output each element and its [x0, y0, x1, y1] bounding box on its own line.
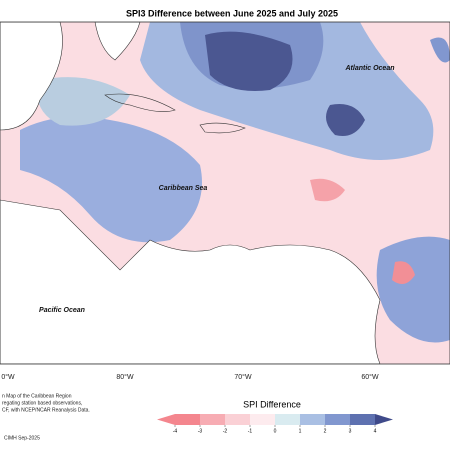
legend-swatch [300, 414, 325, 425]
legend-tick-label: 3 [349, 428, 352, 434]
anomaly-blob [310, 178, 345, 202]
legend-swatch [200, 414, 225, 425]
credit: CIMH Sep-2025 [4, 435, 40, 441]
legend-swatch [350, 414, 375, 425]
longitude-label: 80°W [116, 373, 134, 381]
ocean-label: Caribbean Sea [159, 185, 208, 192]
legend-swatch [275, 414, 300, 425]
coast-cuba [104, 93, 176, 112]
anomaly-blob [37, 77, 130, 126]
anomaly-blob [20, 116, 202, 243]
anomaly-blob [430, 37, 450, 63]
map-title: SPI3 Difference between June 2025 and Ju… [126, 8, 338, 18]
anomaly-blob [205, 31, 293, 92]
legend: -4 -3 -2 -1 0 1 2 3 4 [157, 414, 393, 434]
legend-tick-label: 4 [374, 428, 377, 434]
coast-hispaniola [199, 122, 246, 134]
legend-extension [375, 414, 393, 425]
anomaly-blob [326, 104, 365, 136]
legend-tick-label: 1 [299, 428, 302, 434]
legend-tick-label: -2 [223, 428, 228, 434]
ocean-label: Atlantic Ocean [344, 65, 394, 72]
legend-extension [157, 414, 175, 425]
legend-tick-label: -3 [198, 428, 203, 434]
longitude-label: 60°W [361, 373, 379, 381]
longitude-label: 70°W [234, 373, 252, 381]
land-mexico [0, 22, 63, 131]
land-central-south-america [0, 199, 381, 364]
map-frame [0, 21, 450, 365]
footnote: CF, with NCEP/NCAR Reanalysis Data. [2, 407, 90, 413]
ocean-label: Pacific Ocean [39, 307, 85, 314]
legend-swatch [175, 414, 200, 425]
legend-title: SPI Difference [243, 399, 301, 409]
legend-swatch [325, 414, 350, 425]
footnote: regating station based observations, [2, 400, 82, 406]
footnote: n Map of the Caribbean Region [2, 393, 72, 399]
map-area: Atlantic Ocean Caribbean Sea Pacific Oce… [0, 21, 450, 365]
legend-tick-label: -1 [248, 428, 253, 434]
anomaly-blob [392, 261, 415, 284]
legend-tick-label: -4 [173, 428, 178, 434]
land-florida [94, 22, 141, 61]
legend-tick-label: 0 [274, 428, 277, 434]
legend-swatch [225, 414, 250, 425]
legend-tick-label: 2 [324, 428, 327, 434]
legend-swatch [250, 414, 275, 425]
longitude-label: 0°W [1, 373, 15, 381]
